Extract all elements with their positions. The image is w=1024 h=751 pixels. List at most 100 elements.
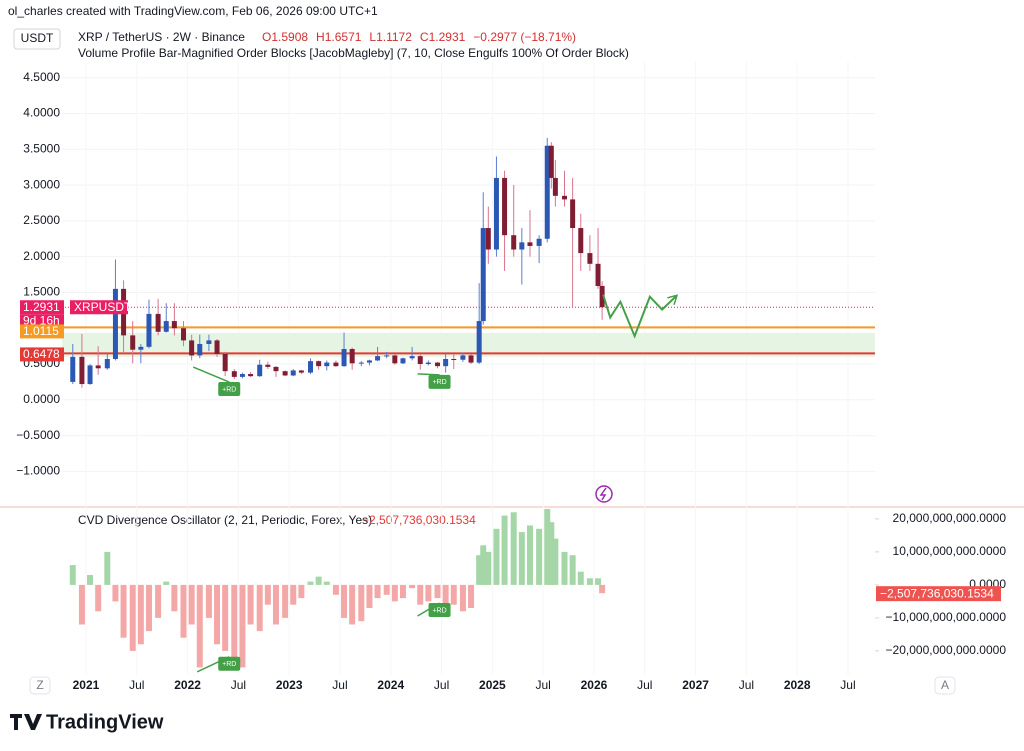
- oscillator-bar: [510, 512, 517, 585]
- level-label-box: [20, 324, 64, 339]
- oscillator-bar: [409, 584, 416, 589]
- y-tick-label: −0.5000: [16, 428, 60, 442]
- oscillator-bar: [552, 538, 559, 585]
- candle-body: [536, 238, 542, 246]
- oscillator-bar: [112, 584, 119, 602]
- symbol-tag-box: [70, 300, 128, 315]
- candle-body: [298, 370, 304, 373]
- candle-body: [511, 235, 517, 250]
- oscillator-bar: [577, 571, 584, 585]
- oscillator-bar: [442, 584, 449, 608]
- oscillator-bar: [425, 584, 432, 602]
- candle-body: [163, 321, 169, 332]
- oscillator-title: CVD Divergence Oscillator (2, 21, Period…: [78, 513, 372, 527]
- osc-tick-label: −20,000,000,000.0000: [886, 643, 1007, 657]
- oscillator-bar: [544, 508, 551, 585]
- osc-value-label: −2,507,736,030.1534: [880, 586, 994, 600]
- last-price-label-box: [20, 300, 64, 315]
- candle-body: [493, 177, 499, 250]
- candle-body: [112, 288, 118, 360]
- candle-body: [599, 285, 605, 308]
- oscillator-bar: [282, 584, 289, 618]
- y-tick-label: 0.0000: [23, 392, 60, 406]
- oscillator-bar: [434, 584, 441, 599]
- oscillator-bar: [349, 584, 356, 625]
- oscillator-bar: [290, 584, 297, 605]
- ohlc-value: −0.2977 (−18.71%): [473, 30, 576, 44]
- x-tick-label: Jul: [231, 678, 246, 692]
- candle-body: [552, 177, 558, 196]
- rd-pointer: [192, 366, 230, 383]
- candle-body: [239, 374, 245, 377]
- candle-body: [189, 340, 195, 356]
- oscillator-bar: [171, 584, 178, 612]
- candle-body: [282, 371, 288, 376]
- oscillator-bar: [145, 584, 152, 632]
- candle-body: [95, 365, 101, 369]
- x-tick-label: 2026: [581, 678, 608, 692]
- auto-button[interactable]: [934, 676, 956, 695]
- y-tick-label: 1.5000: [23, 285, 60, 299]
- zoom-button[interactable]: [29, 676, 51, 695]
- rd-pointer: [417, 373, 440, 376]
- x-tick-label: Jul: [840, 678, 855, 692]
- candle-body: [595, 263, 601, 287]
- candle-body: [476, 321, 482, 363]
- x-tick-label: 2022: [174, 678, 201, 692]
- candle-body: [375, 356, 381, 361]
- candle-body: [570, 199, 576, 229]
- rd-badge: [428, 374, 451, 389]
- oscillator-bar: [480, 545, 487, 585]
- candle-body: [519, 242, 525, 250]
- oscillator-bar: [155, 584, 162, 618]
- candle-body: [308, 361, 314, 373]
- y-tick-label: 3.0000: [23, 177, 60, 191]
- oscillator-bar: [222, 584, 229, 651]
- oscillator-bar: [264, 584, 271, 605]
- currency-label: USDT: [21, 31, 54, 45]
- candle-body: [316, 361, 322, 367]
- candle-body: [400, 358, 406, 364]
- candle-body: [468, 355, 474, 363]
- oscillator-bar: [459, 584, 466, 612]
- oscillator-bar: [214, 584, 221, 645]
- candle-body: [231, 371, 237, 377]
- osc-value-box: [876, 586, 1001, 602]
- oscillator-bar: [468, 584, 475, 608]
- candle-body: [155, 313, 161, 332]
- candle-body: [451, 359, 457, 361]
- candle-body: [417, 356, 423, 365]
- candle-body: [341, 348, 347, 367]
- oscillator-bar: [391, 584, 398, 602]
- x-tick-label: Jul: [637, 678, 652, 692]
- plot-layer: O1.5908 H1.6571 L1.1172 C1.2931 −0.2977 (−18…: [16, 30, 1006, 692]
- oscillator-bar: [205, 584, 212, 618]
- oscillator-bar: [137, 584, 144, 645]
- oscillator-bar: [374, 584, 381, 599]
- level-label-box: [20, 347, 64, 362]
- oscillator-bar: [383, 584, 390, 595]
- candle-body: [197, 343, 203, 356]
- oscillator-bar: [526, 525, 533, 585]
- candle-body: [460, 355, 466, 360]
- oscillator-bar: [366, 584, 373, 608]
- x-tick-label: 2021: [73, 678, 100, 692]
- candle-body: [480, 228, 486, 322]
- oscillator-bar: [247, 584, 254, 625]
- candle-body: [409, 356, 415, 359]
- candle-body: [206, 340, 212, 344]
- oscillator-bar: [485, 551, 492, 585]
- alert-icon[interactable]: [595, 485, 613, 503]
- ohlc-value: L1.1172: [369, 30, 412, 44]
- osc-tick-label: −10,000,000,000.0000: [886, 610, 1007, 624]
- currency-button[interactable]: [13, 28, 61, 50]
- candle-body: [273, 366, 279, 372]
- oscillator-bar: [231, 584, 238, 658]
- rd-label: +RD: [432, 379, 446, 386]
- oscillator-bar: [569, 555, 576, 585]
- candle-body: [181, 328, 187, 341]
- oscillator-bar: [307, 581, 314, 585]
- candle-body: [104, 359, 110, 369]
